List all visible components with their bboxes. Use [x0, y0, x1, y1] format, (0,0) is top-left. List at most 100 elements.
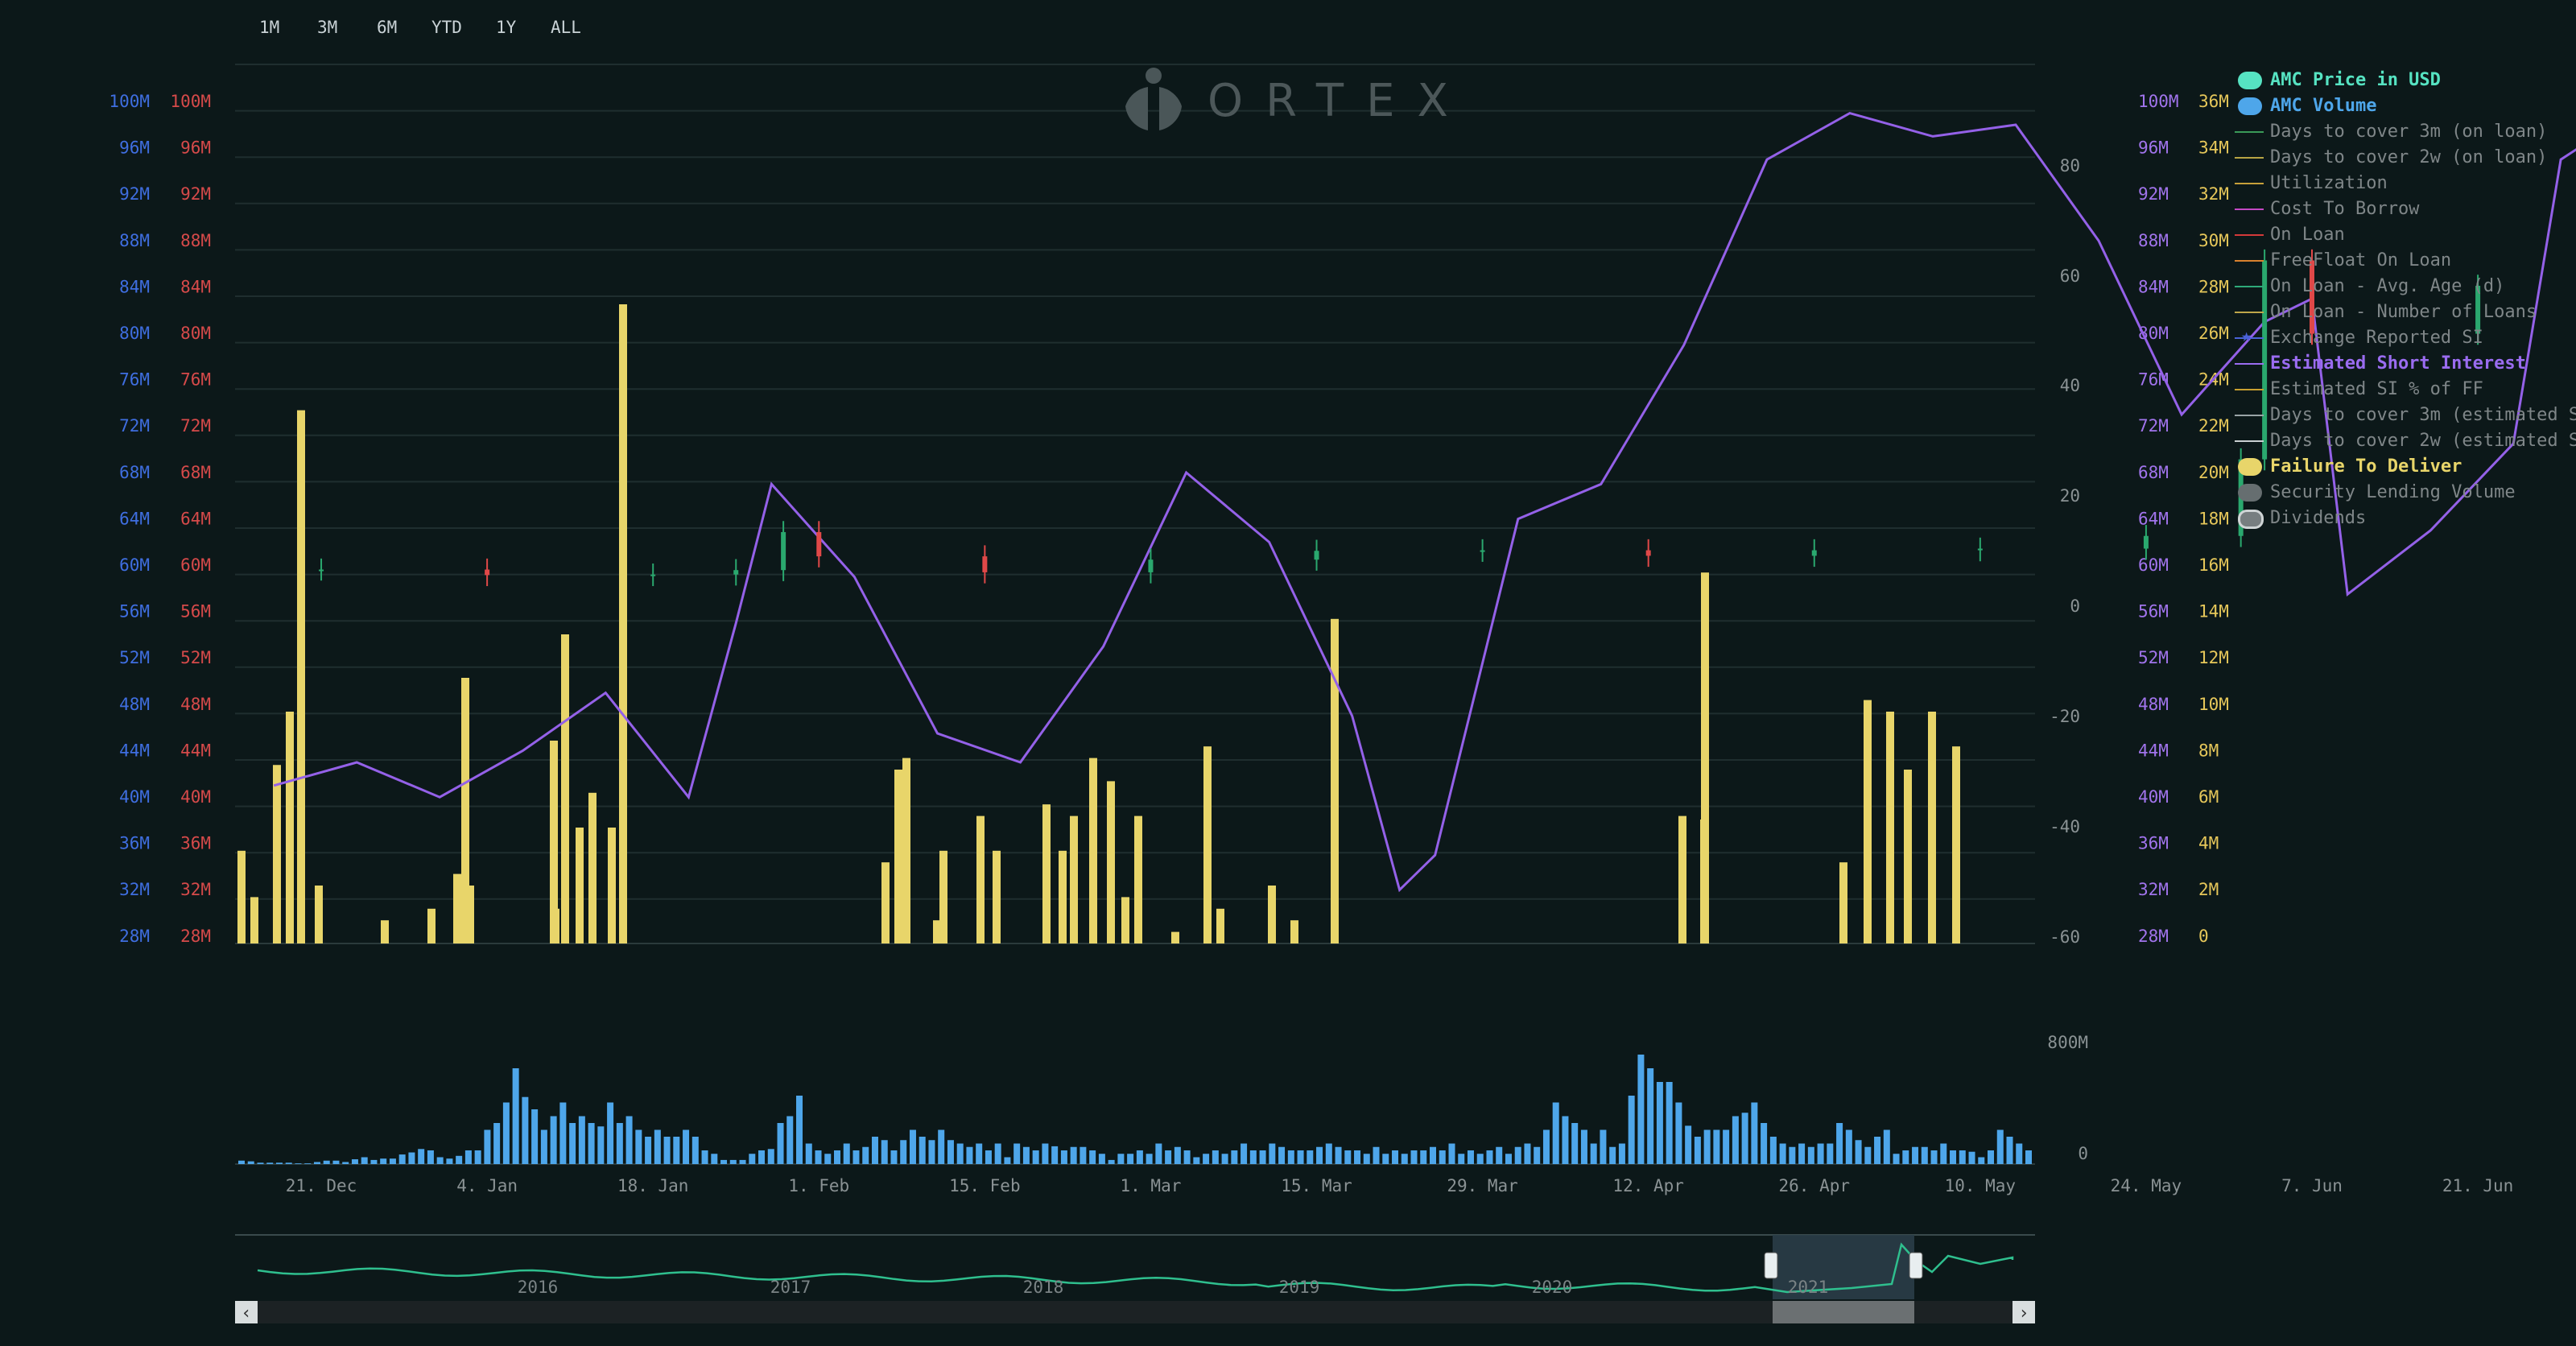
volume-bar — [852, 1150, 860, 1164]
ftd-bar — [297, 410, 305, 944]
ortex-logo: ORTEX — [1117, 64, 1471, 137]
legend-item[interactable]: Days to cover 3m (on loan) — [2235, 119, 2576, 145]
volume-bar — [928, 1140, 935, 1164]
volume-bar — [408, 1152, 415, 1164]
y-tick-left-inner: 56M — [180, 602, 211, 621]
legend-symbol-icon — [2235, 145, 2264, 171]
y-tick-short-interest: 76M — [2138, 370, 2169, 390]
scroll-left-arrow-icon[interactable]: ‹ — [241, 1303, 251, 1323]
y-tick-failure-to-deliver: 6M — [2198, 787, 2219, 807]
volume-bar — [1221, 1154, 1228, 1164]
volume-bar — [436, 1157, 444, 1164]
range-all-button[interactable]: ALL — [551, 18, 581, 37]
ftd-bar — [1089, 758, 1097, 943]
volume-bar — [1080, 1146, 1087, 1164]
legend-item-label: Exchange Reported SI — [2270, 328, 2483, 348]
legend-item[interactable]: Failure To Deliver — [2235, 454, 2576, 480]
y-tick-price: 0 — [2070, 597, 2080, 616]
volume-bar — [1098, 1154, 1105, 1164]
range-ytd-button[interactable]: YTD — [431, 18, 462, 37]
y-tick-failure-to-deliver: 16M — [2198, 555, 2229, 575]
legend-item[interactable]: AMC Price in USD — [2235, 68, 2576, 93]
x-tick-label: 10. May — [1945, 1176, 2017, 1195]
y-tick-left-outer: 88M — [119, 231, 150, 250]
y-tick-left-outer: 64M — [119, 509, 150, 528]
legend-item[interactable]: On Loan — [2235, 222, 2576, 248]
volume-bar — [739, 1159, 746, 1164]
volume-bar — [805, 1143, 812, 1164]
y-tick-price: -20 — [2050, 707, 2080, 726]
range-3m-button[interactable]: 3M — [317, 18, 338, 37]
chart-legend: AMC Price in USD AMC Volume Days to cover … — [2235, 68, 2576, 531]
volume-bar — [834, 1150, 840, 1164]
volume-bar — [871, 1137, 878, 1164]
legend-item[interactable]: Days to cover 3m (estimated SI) — [2235, 403, 2576, 428]
candle-body — [650, 574, 656, 576]
x-tick-label: 21. Dec — [286, 1176, 357, 1195]
volume-bar — [1713, 1129, 1720, 1164]
y-tick-price: 20 — [2060, 486, 2080, 506]
y-tick-left-inner: 80M — [180, 324, 211, 343]
volume-bar — [323, 1160, 330, 1164]
volume-bar — [1685, 1125, 1692, 1164]
volume-bar — [1769, 1137, 1777, 1164]
legend-item[interactable]: Dividends — [2235, 506, 2576, 531]
volume-bar — [1212, 1150, 1219, 1164]
scroll-right-arrow-icon[interactable]: › — [2018, 1303, 2029, 1323]
volume-bar — [1855, 1140, 1862, 1164]
candle-body — [1977, 548, 1983, 551]
range-6m-button[interactable]: 6M — [377, 18, 398, 37]
legend-item[interactable]: Utilization — [2235, 171, 2576, 196]
legend-item-label: Days to cover 2w (on loan) — [2270, 147, 2548, 167]
failure-to-deliver-series — [237, 304, 1960, 944]
legend-item[interactable]: ★ Exchange Reported SI — [2235, 325, 2576, 351]
volume-bar — [947, 1140, 954, 1164]
ftd-bar — [466, 886, 474, 943]
volume-bar — [1912, 1146, 1919, 1164]
y-tick-left-inner: 40M — [180, 787, 211, 807]
y-tick-failure-to-deliver: 20M — [2198, 463, 2229, 482]
volume-bar — [1534, 1146, 1541, 1164]
ftd-bar — [1042, 804, 1051, 943]
range-1y-button[interactable]: 1Y — [496, 18, 517, 37]
legend-item[interactable]: FreeFloat On Loan — [2235, 248, 2576, 274]
volume-bar — [1628, 1096, 1635, 1164]
volume-bar — [1013, 1143, 1021, 1164]
volume-bar — [464, 1150, 472, 1164]
volume-bar — [1741, 1113, 1748, 1164]
volume-bar — [1978, 1157, 1985, 1164]
legend-item[interactable]: Estimated SI % of FF — [2235, 377, 2576, 403]
volume-bar — [1241, 1143, 1248, 1164]
x-tick-label: 21. Jun — [2442, 1176, 2514, 1195]
x-tick-label: 4. Jan — [456, 1176, 518, 1195]
legend-item-label: On Loan - Avg. Age (d) — [2270, 276, 2505, 296]
volume-bar — [313, 1162, 320, 1164]
legend-item[interactable]: AMC Volume — [2235, 93, 2576, 119]
volume-bar — [1458, 1154, 1465, 1164]
volume-bar — [1893, 1154, 1900, 1164]
legend-symbol-icon — [2235, 171, 2264, 196]
y-tick-failure-to-deliver: 36M — [2198, 92, 2229, 111]
legend-item-label: AMC Price in USD — [2270, 70, 2441, 90]
volume-bar — [1183, 1150, 1191, 1164]
legend-item[interactable]: Days to cover 2w (estimated SI) — [2235, 428, 2576, 454]
y-tick-left-outer: 60M — [119, 555, 150, 575]
volume-bar — [1930, 1150, 1938, 1164]
legend-item[interactable]: Cost To Borrow — [2235, 196, 2576, 222]
volume-bar — [1476, 1154, 1484, 1164]
legend-item[interactable]: Days to cover 2w (on loan) — [2235, 145, 2576, 171]
candle-body — [1811, 550, 1817, 556]
legend-item[interactable]: On Loan - Avg. Age (d) — [2235, 274, 2576, 299]
legend-item[interactable]: On Loan - Number of Loans — [2235, 299, 2576, 325]
range-1m-button[interactable]: 1M — [259, 18, 280, 37]
legend-item-label: FreeFloat On Loan — [2270, 250, 2452, 270]
volume-bar — [1562, 1116, 1569, 1164]
volume-bar — [493, 1123, 501, 1164]
legend-item[interactable]: Security Lending Volume — [2235, 480, 2576, 506]
y-tick-price: 40 — [2060, 376, 2080, 395]
candle-body — [1148, 559, 1154, 572]
navigator-scrollbar-thumb — [1773, 1301, 1914, 1323]
y-tick-price: -60 — [2050, 927, 2080, 947]
legend-item[interactable]: Estimated Short Interest — [2235, 351, 2576, 377]
legend-item-label: Failure To Deliver — [2270, 456, 2462, 477]
